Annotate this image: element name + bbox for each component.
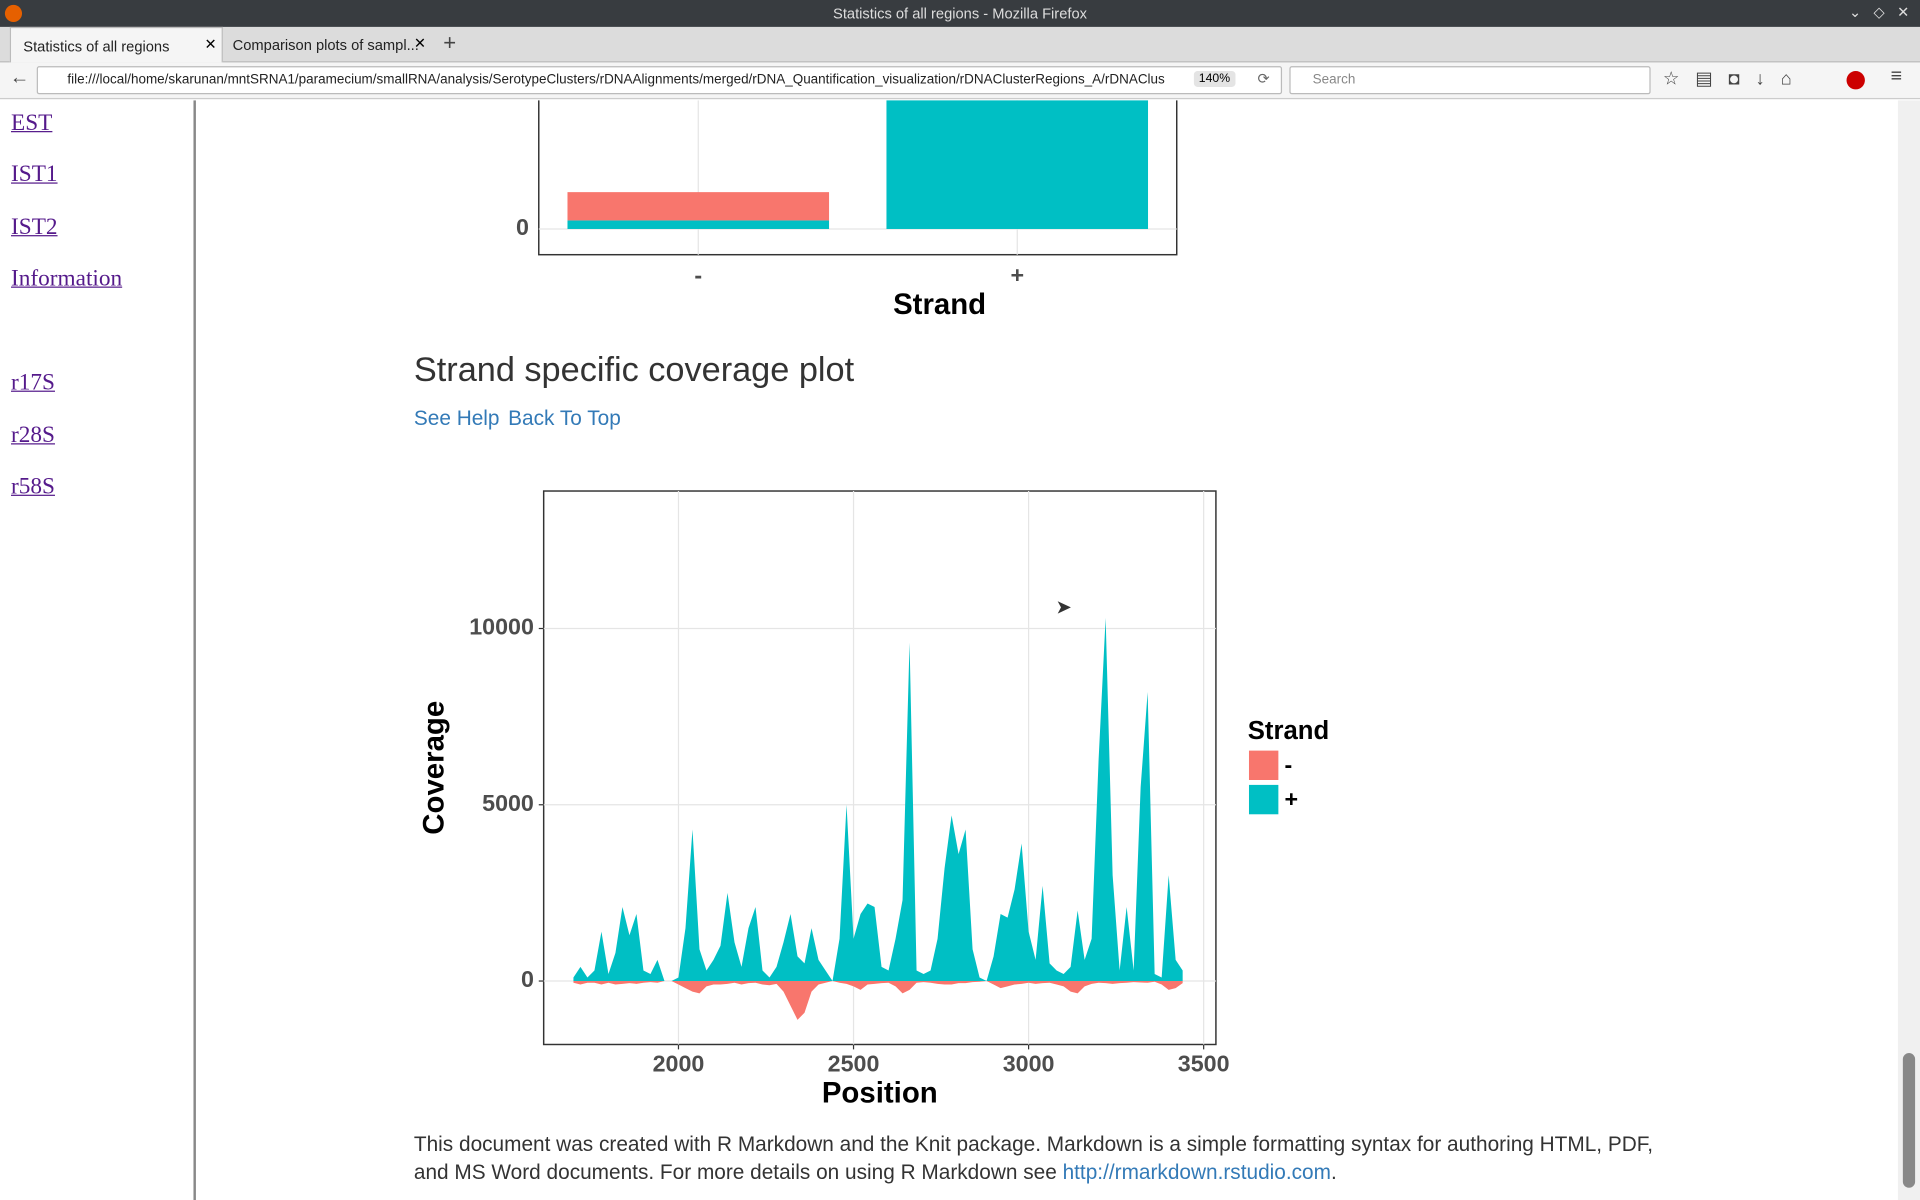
bar-segment: [886, 100, 1149, 229]
legend-label: +: [1284, 786, 1298, 812]
tab-close[interactable]: ✕: [413, 34, 427, 52]
sidebar-link[interactable]: r28S: [11, 422, 55, 449]
sidebar-border: [193, 100, 196, 1200]
sidebar-link[interactable]: Information: [11, 265, 123, 292]
mouse-cursor: ➤: [1055, 597, 1072, 619]
x-tick-label: -: [694, 262, 702, 288]
y-tick-label: 0: [521, 966, 534, 992]
tab-close[interactable]: ✕: [204, 35, 217, 53]
scroll-thumb[interactable]: [1902, 1053, 1916, 1188]
window-title: Statistics of all regions - Mozilla Fire…: [833, 4, 1087, 23]
menu-button[interactable]: ≡: [1890, 66, 1903, 87]
section-title: Strand specific coverage plot: [413, 350, 855, 389]
bar-segment: [567, 192, 830, 221]
bar-segment: [567, 220, 830, 229]
legend-swatch: [1248, 784, 1279, 815]
scrollbar[interactable]: [1897, 100, 1920, 1200]
x-tick-label: 3000: [1003, 1050, 1055, 1076]
x-axis-title: Position: [822, 1076, 938, 1109]
sidebar-link[interactable]: IST1: [11, 161, 58, 188]
legend-label: -: [1284, 752, 1292, 778]
legend-title: Strand: [1248, 717, 1329, 745]
y-tick-label: 10000: [469, 614, 534, 640]
toolbar-icons[interactable]: ☆▤◘↓⌂: [1662, 68, 1808, 90]
search-placeholder: Search: [1312, 72, 1356, 87]
help-link[interactable]: See Help: [413, 406, 500, 430]
legend-swatch: [1248, 750, 1279, 781]
tab[interactable]: Comparison plots of sampl... ✕: [223, 27, 431, 61]
coverage-chart: 2000 2500 3000 3500 0 5000 10000 Position Covera…: [418, 490, 1329, 1109]
y-tick-label: 0: [516, 214, 529, 240]
url: file:///local/home/skarunan/mntSRNA1/par…: [67, 72, 1165, 87]
new-tab[interactable]: +: [443, 30, 457, 56]
sidebar-link[interactable]: r58S: [11, 473, 55, 500]
strand-bar-chart: - +0 Strand: [516, 100, 1178, 321]
window-controls[interactable]: ⌄◇✕: [1848, 3, 1920, 21]
y-tick-label: 5000: [482, 790, 534, 816]
coverage-area: [573, 617, 1183, 982]
url-bar[interactable]: file:///local/home/skarunan/mntSRNA1/par…: [36, 66, 1283, 95]
title-bar: Statistics of all regions - Mozilla Fire…: [0, 0, 1920, 27]
x-tick-label: 2000: [653, 1050, 705, 1076]
search-bar[interactable]: Search: [1289, 66, 1651, 95]
x-tick-label: 3500: [1178, 1050, 1230, 1076]
tab-label: Statistics of all regions: [23, 37, 170, 56]
footer-text: This document was created with R Markdow…: [413, 1132, 1654, 1185]
sidebar-link[interactable]: EST: [11, 110, 53, 136]
footer: This document was created with R Markdow…: [414, 1130, 1657, 1186]
top-link[interactable]: Back To Top: [508, 406, 621, 430]
tab-label: Comparison plots of sampl...: [232, 36, 419, 54]
back-button[interactable]: ←: [9, 67, 30, 89]
adblock-icon[interactable]: [1846, 71, 1865, 90]
x-tick-label: 2500: [828, 1050, 880, 1076]
reload[interactable]: ⟳: [1257, 69, 1270, 87]
footer-end: .: [1330, 1160, 1337, 1185]
firefox-icon: [4, 4, 23, 23]
sidebar-link[interactable]: r17S: [11, 369, 55, 396]
x-axis-title: Strand: [893, 288, 986, 321]
y-axis-title: Coverage: [418, 701, 451, 835]
zoom-level[interactable]: 140%: [1193, 71, 1235, 87]
sidebar-link[interactable]: IST2: [11, 214, 58, 241]
tab-bar: Statistics of all regions ✕ Comparison p…: [0, 26, 1920, 63]
nav-bar: ← file:///local/home/skarunan/mntSRNA1/p…: [0, 62, 1920, 100]
x-tick-label: +: [1010, 262, 1024, 288]
tab[interactable]: Statistics of all regions ✕: [9, 26, 223, 63]
footer-link[interactable]: http://rmarkdown.rstudio.com: [1062, 1160, 1331, 1185]
